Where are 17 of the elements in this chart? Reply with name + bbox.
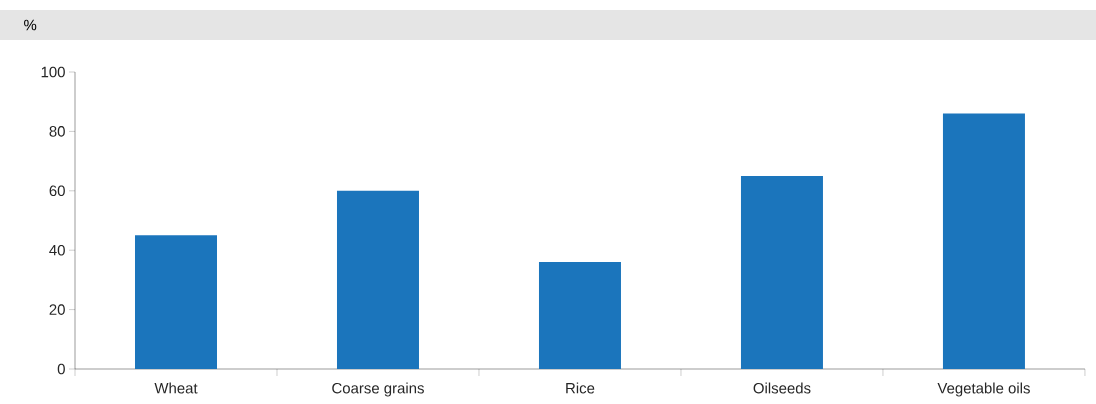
y-tick-label: 0 [57,363,65,375]
bar [942,113,1025,369]
y-tick-label: 100 [41,66,65,78]
x-tick-label: Vegetable oils [937,382,1030,397]
bar [336,190,419,369]
x-tick-label: Coarse grains [332,382,424,397]
x-tick-label: Wheat [154,382,198,394]
bar [740,175,823,369]
bar [538,262,621,369]
bar [135,235,217,369]
y-axis-title: % [24,19,37,31]
y-tick-label: 60 [49,185,65,197]
x-tick-label: Oilseeds [753,382,811,394]
x-tick-label: Rice [566,382,595,394]
y-tick-label: 80 [49,126,65,137]
y-tick-label: 20 [49,304,65,315]
y-tick-label: 40 [49,244,65,256]
